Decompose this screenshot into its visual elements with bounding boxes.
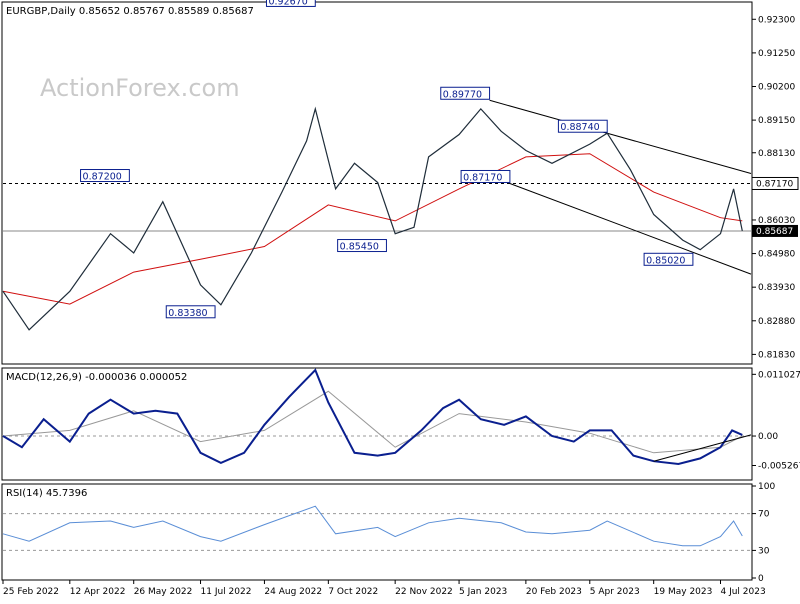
rsi-y-tick-label-2: 30 (758, 546, 770, 556)
price-hline-label-box-0 (751, 176, 799, 190)
rsi-y-tick-label-0: 100 (758, 482, 775, 492)
price-annotation-box-7 (643, 252, 694, 266)
price-annotation-box-0 (265, 0, 316, 7)
price-header: EURGBP,Daily 0.85652 0.85767 0.85589 0.8… (6, 6, 254, 17)
price-y-tick-label-10: 0.81830 (758, 350, 795, 360)
price-y-tick-label-9: 0.82880 (758, 317, 795, 327)
price-line (2, 106, 743, 331)
x-tick-label-4: 24 Aug 2022 (264, 587, 322, 597)
price-ma-line (2, 153, 743, 305)
price-y-tick-label-0: 0.92300 (758, 15, 795, 25)
macd-y-tick-label-2: -0.005267 (758, 462, 800, 472)
price-annotation-2: 0.88740 (560, 122, 599, 133)
watermark: ActionForex.com (40, 74, 240, 102)
macd-line (2, 368, 743, 466)
price-hline-label-0: 0.87170 (756, 179, 793, 189)
price-annotation-box-4 (460, 169, 511, 183)
macd-y-tick-label-1: 0.00 (758, 432, 778, 442)
price-annotation-box-3 (80, 169, 130, 183)
macd-y-tick-label-0: 0.011027 (758, 370, 800, 380)
macd-header: MACD(12,26,9) -0.000036 0.000052 (6, 372, 187, 383)
price-annotation-1: 0.89770 (443, 89, 482, 100)
price-y-tick-label-3: 0.89150 (758, 116, 795, 126)
price-y-tick-label-6: 0.86030 (758, 216, 795, 226)
channel-lower-line (509, 183, 752, 275)
x-axis: 25 Feb 2022 12 Apr 2022 26 May 2022 11 Jul … (2, 580, 766, 597)
price-y-tick-label-4: 0.88130 (758, 149, 795, 159)
macd-trend-line (653, 434, 752, 462)
rsi-panel-frame (1, 483, 753, 581)
price-y-tick-label-7: 0.84980 (758, 250, 795, 260)
price-annotation-box-6 (165, 305, 216, 319)
rsi-y-tick-label-3: 0 (758, 574, 764, 584)
macd-signal-line (2, 390, 743, 454)
x-tick-label-10: 19 May 2023 (654, 587, 713, 597)
x-tick-label-2: 26 May 2022 (134, 587, 193, 597)
last-price-box (752, 224, 798, 237)
price-y-tick-label-1: 0.91250 (758, 49, 795, 59)
price-annotation-5: 0.85450 (340, 242, 379, 253)
channel-upper-line (489, 99, 752, 175)
x-tick-label-1: 12 Apr 2022 (70, 587, 126, 597)
price-annotation-3: 0.87200 (83, 172, 122, 183)
price-marks: 0.87170 0.85687 0.92670 0.89770 0.88740 0.872… (2, 0, 799, 331)
price-y-tick-label-2: 0.90200 (758, 82, 795, 92)
price-y-tick-label-8: 0.83930 (758, 283, 795, 293)
price-annotation-box-5 (337, 239, 387, 253)
macd-y-axis: 0.011027 0.00 -0.005267 (752, 370, 800, 472)
x-tick-label-9: 5 Apr 2023 (590, 587, 640, 597)
price-annotation-box-2 (557, 119, 608, 133)
rsi-y-tick-label-1: 70 (758, 510, 770, 520)
x-tick-label-0: 25 Feb 2022 (3, 587, 59, 597)
x-tick-label-7: 5 Jan 2023 (459, 587, 507, 597)
rsi-marks (2, 505, 751, 551)
rsi-y-axis: 100 70 30 0 (752, 482, 775, 584)
price-annotation-0: 0.92670 (268, 0, 307, 7)
price-annotation-4: 0.87170 (463, 172, 502, 183)
price-annotation-7: 0.85020 (646, 255, 685, 266)
x-tick-label-3: 11 Jul 2022 (201, 587, 252, 597)
x-tick-label-8: 20 Feb 2023 (526, 587, 582, 597)
rsi-header: RSI(14) 45.7396 (6, 488, 87, 499)
x-tick-label-5: 7 Oct 2022 (328, 587, 378, 597)
price-annotation-box-1 (440, 86, 491, 100)
last-price-label: 0.85687 (756, 227, 793, 237)
macd-marks (2, 368, 752, 466)
x-tick-label-6: 22 Nov 2022 (395, 587, 453, 597)
price-annotation-6: 0.83380 (168, 308, 207, 319)
macd-panel-frame (1, 367, 753, 481)
rsi-line (2, 505, 743, 547)
x-tick-label-11: 4 Jul 2023 (720, 587, 765, 597)
